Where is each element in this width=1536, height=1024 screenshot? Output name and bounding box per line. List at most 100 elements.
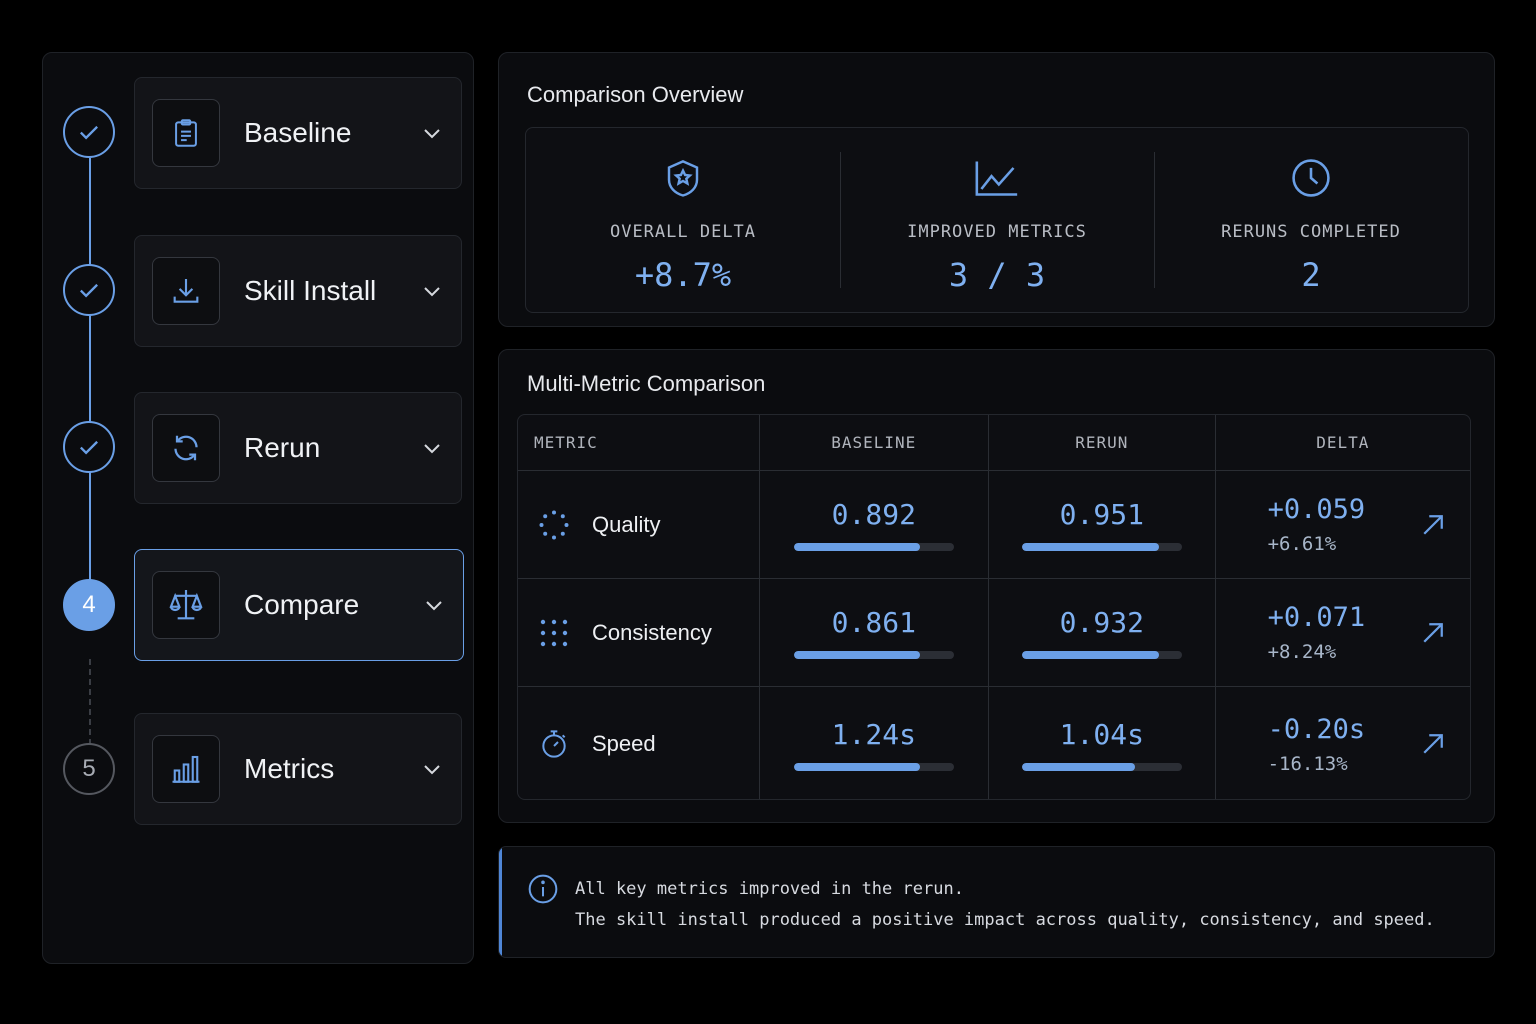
dot-grid-icon bbox=[538, 617, 570, 649]
table-header: METRIC BASELINE RERUN DELTA bbox=[518, 415, 1470, 471]
progress-fill bbox=[793, 543, 921, 551]
refresh-icon bbox=[174, 435, 198, 461]
info-accent-bar bbox=[499, 847, 502, 957]
kpi-improved-metrics: IMPROVED METRICS 3 / 3 bbox=[840, 128, 1154, 312]
rerun-cell: 0.932 bbox=[988, 579, 1215, 686]
delta-value: +0.059 bbox=[1267, 494, 1366, 525]
progress-fill bbox=[1021, 543, 1160, 551]
column-header: DELTA bbox=[1214, 415, 1470, 470]
line-chart-icon bbox=[975, 161, 1018, 196]
delta-cell: +0.059 +6.61% bbox=[1214, 471, 1470, 578]
step-icon-box bbox=[152, 735, 220, 803]
step-icon-box bbox=[152, 257, 220, 325]
delta-percent: +8.24% bbox=[1267, 641, 1337, 663]
table-row: Speed 1.24s 1.04s -0.20s -16.13% bbox=[518, 687, 1470, 799]
download-icon bbox=[173, 278, 199, 303]
step-card-rerun[interactable]: Rerun bbox=[134, 392, 462, 504]
arrow-up-right-icon bbox=[1423, 514, 1443, 535]
progress-bar bbox=[1021, 543, 1182, 551]
dotted-circle-icon bbox=[538, 509, 570, 541]
step-1-status bbox=[63, 106, 115, 158]
baseline-cell: 1.24s bbox=[758, 687, 989, 799]
rerun-value: 0.951 bbox=[1059, 498, 1144, 531]
kpi-value: 3 / 3 bbox=[948, 256, 1046, 294]
delta-cell: -0.20s -16.13% bbox=[1214, 687, 1470, 799]
kpi-value: +8.7% bbox=[634, 256, 732, 294]
progress-fill bbox=[793, 651, 921, 659]
kpi-label: OVERALL DELTA bbox=[609, 222, 757, 242]
step-card-skill-install[interactable]: Skill Install bbox=[134, 235, 462, 347]
baseline-cell: 0.861 bbox=[758, 579, 989, 686]
chevron-down-icon[interactable] bbox=[419, 435, 445, 461]
rerun-cell: 1.04s bbox=[988, 687, 1215, 799]
chevron-down-icon[interactable] bbox=[419, 120, 445, 146]
check-icon bbox=[80, 440, 98, 455]
delta-percent: -16.13% bbox=[1267, 752, 1348, 775]
metric-cell: Quality bbox=[518, 471, 759, 578]
table-row: Quality 0.892 0.951 +0.059 +6.61% bbox=[518, 471, 1470, 579]
step-label: Skill Install bbox=[244, 275, 377, 306]
kpi-value: 2 bbox=[1301, 256, 1321, 294]
info-icon bbox=[528, 874, 558, 904]
kpi-overall-delta: OVERALL DELTA +8.7% bbox=[526, 128, 840, 312]
chevron-down-icon[interactable] bbox=[419, 756, 445, 782]
multi-metric-comparison-panel: Multi-Metric Comparison METRIC BASELINE … bbox=[498, 349, 1495, 823]
stepper-rail-complete bbox=[89, 158, 91, 580]
bar-chart-icon bbox=[172, 755, 200, 783]
panel-title: Multi-Metric Comparison bbox=[527, 371, 766, 396]
metric-name: Consistency bbox=[592, 619, 712, 645]
progress-bar bbox=[1021, 651, 1182, 659]
check-icon bbox=[80, 283, 98, 298]
clock-icon bbox=[1292, 159, 1330, 197]
progress-fill bbox=[1021, 651, 1160, 659]
step-card-metrics[interactable]: Metrics bbox=[134, 713, 462, 825]
info-detail: The skill install produced a positive im… bbox=[575, 910, 1435, 930]
metric-name: Speed bbox=[592, 731, 656, 756]
step-card-baseline[interactable]: Baseline bbox=[134, 77, 462, 189]
delta-value: +0.071 bbox=[1267, 602, 1366, 633]
metric-cell: Consistency bbox=[518, 579, 759, 686]
chevron-down-icon[interactable] bbox=[419, 278, 445, 304]
step-5-status: 5 bbox=[63, 743, 115, 795]
stepper-rail-pending bbox=[89, 659, 91, 745]
step-label: Baseline bbox=[244, 117, 352, 148]
comparison-overview-panel: Comparison Overview OVERALL DELTA +8.7% … bbox=[498, 52, 1495, 327]
baseline-value: 0.892 bbox=[831, 498, 916, 531]
step-icon-box bbox=[152, 414, 220, 482]
stopwatch-icon bbox=[538, 728, 570, 760]
kpi-label: IMPROVED METRICS bbox=[907, 222, 1087, 242]
step-3-status bbox=[63, 421, 115, 473]
metric-cell: Speed bbox=[518, 687, 759, 799]
comparison-table: METRIC BASELINE RERUN DELTA Quality 0.89… bbox=[517, 414, 1471, 800]
info-callout: All key metrics improved in the rerun. T… bbox=[498, 846, 1495, 958]
kpi-label: RERUNS COMPLETED bbox=[1221, 222, 1401, 242]
step-label: Rerun bbox=[244, 432, 321, 463]
step-2-status bbox=[63, 264, 115, 316]
workflow-stepper: Baseline Skill Install Rerun 4 C bbox=[42, 52, 474, 964]
kpi-summary: OVERALL DELTA +8.7% IMPROVED METRICS 3 /… bbox=[525, 127, 1469, 313]
delta-percent: +6.61% bbox=[1267, 533, 1337, 555]
delta-value: -0.20s bbox=[1267, 713, 1366, 745]
table-row: Consistency 0.861 0.932 +0.071 +8.24% bbox=[518, 579, 1470, 687]
progress-bar bbox=[793, 651, 954, 659]
kpi-reruns-completed: RERUNS COMPLETED 2 bbox=[1154, 128, 1468, 312]
step-icon-box bbox=[152, 571, 220, 639]
rerun-value: 0.932 bbox=[1059, 606, 1144, 639]
progress-bar bbox=[1021, 762, 1182, 771]
progress-fill bbox=[793, 762, 921, 771]
step-label: Metrics bbox=[244, 753, 335, 784]
baseline-value: 0.861 bbox=[831, 606, 916, 639]
check-icon bbox=[80, 125, 98, 140]
delta-cell: +0.071 +8.24% bbox=[1214, 579, 1470, 686]
clipboard-icon bbox=[175, 119, 197, 147]
column-header: BASELINE bbox=[758, 415, 989, 470]
rerun-cell: 0.951 bbox=[988, 471, 1215, 578]
panel-title: Comparison Overview bbox=[527, 82, 744, 107]
step-card-compare[interactable]: Compare bbox=[134, 549, 464, 661]
chevron-down-icon[interactable] bbox=[421, 592, 447, 618]
arrow-up-right-icon bbox=[1423, 734, 1443, 754]
baseline-value: 1.24s bbox=[831, 717, 916, 751]
metric-name: Quality bbox=[592, 511, 661, 537]
progress-fill bbox=[1021, 762, 1136, 771]
info-summary: All key metrics improved in the rerun. bbox=[575, 879, 964, 899]
